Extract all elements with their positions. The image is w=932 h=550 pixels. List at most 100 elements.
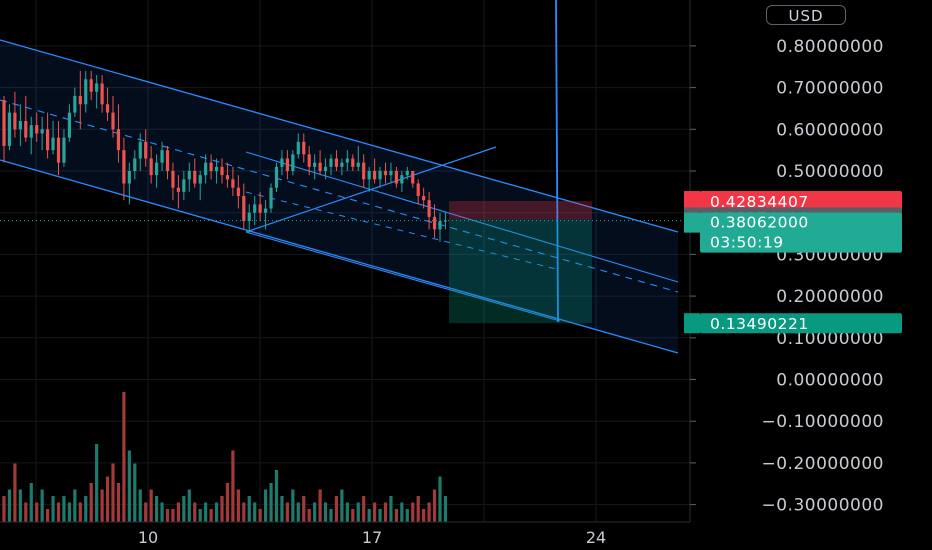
- candle-body: [171, 171, 175, 188]
- volume-bar: [236, 489, 240, 522]
- candle-body: [405, 171, 409, 176]
- candle-body: [116, 129, 121, 151]
- currency-badge[interactable]: USD: [766, 5, 846, 25]
- volume-bar: [51, 496, 55, 522]
- candlesticks: [2, 70, 448, 242]
- candle-body: [13, 112, 17, 130]
- volume-bar: [405, 509, 409, 522]
- candle-body: [362, 162, 366, 180]
- volume-bar: [269, 483, 273, 522]
- volume-bar: [193, 502, 197, 522]
- candle-body: [89, 79, 93, 92]
- volume-bar: [214, 502, 219, 522]
- volume-bar: [373, 502, 377, 522]
- candle-body: [383, 171, 388, 176]
- volume-bar: [296, 502, 300, 522]
- time-axis[interactable]: 10 17 24: [138, 528, 606, 547]
- y-tick-label: −0.20000000: [762, 454, 885, 474]
- candle-body: [432, 216, 437, 230]
- candle-body: [285, 158, 289, 171]
- volume-bar: [323, 502, 328, 522]
- grid: [0, 0, 690, 522]
- volume-bar: [422, 509, 426, 522]
- volume-bar: [329, 509, 333, 522]
- candle-body: [209, 162, 213, 171]
- stop-zone: [449, 201, 592, 220]
- candle-body: [198, 175, 202, 184]
- candle-body: [356, 162, 360, 167]
- candle-body: [165, 150, 170, 171]
- volume-bar: [122, 392, 126, 522]
- volume-bar: [209, 509, 213, 522]
- candle-body: [291, 154, 295, 171]
- vertical-marker-line: [555, 0, 559, 323]
- price-axis[interactable]: 0.80000000 0.70000000 0.60000000 0.50000000…: [690, 37, 884, 516]
- volume-bar: [258, 509, 262, 522]
- y-tick-label: 0.80000000: [776, 37, 884, 57]
- volume-bar: [225, 483, 230, 522]
- volume-bar: [100, 489, 104, 522]
- candle-body: [269, 187, 273, 209]
- candle-body: [35, 125, 39, 134]
- volume-bar: [138, 489, 142, 522]
- candle-body: [378, 171, 382, 180]
- candle-body: [422, 196, 426, 201]
- volume-bar: [155, 496, 159, 522]
- volume-bar: [427, 502, 431, 522]
- candle-body: [323, 166, 328, 171]
- y-tick-label: −0.30000000: [762, 496, 885, 516]
- regression-channels: [0, 0, 679, 354]
- volume-bar: [242, 502, 246, 522]
- candle-body: [307, 154, 311, 167]
- candle-body: [253, 204, 257, 213]
- candle-body: [389, 171, 393, 176]
- volume-bar: [116, 483, 121, 522]
- inner-channel-lower: [245, 231, 561, 322]
- volume-bar: [356, 502, 360, 522]
- volume-bar: [432, 489, 437, 522]
- volume-bar: [198, 509, 202, 522]
- volume-bar: [56, 502, 61, 522]
- volume-bar: [383, 502, 388, 522]
- candle-body: [176, 187, 180, 192]
- volume-bar: [171, 509, 175, 522]
- volume-bar: [443, 496, 448, 522]
- candle-body: [427, 200, 431, 217]
- candle-body: [187, 171, 191, 180]
- volume-bar: [78, 502, 82, 522]
- candle-body: [133, 158, 137, 171]
- candle-body: [7, 112, 12, 146]
- candle-body: [329, 158, 333, 167]
- candle-body: [56, 137, 61, 163]
- volume-bar: [231, 450, 235, 522]
- candle-body: [220, 166, 224, 176]
- price-tag-connector: [684, 313, 700, 334]
- candle-body: [67, 112, 71, 138]
- volume-bar: [334, 496, 339, 522]
- trend-line: [245, 146, 497, 233]
- candle-body: [24, 120, 28, 138]
- candle-body: [345, 158, 349, 163]
- volume-bar: [285, 502, 289, 522]
- volume-bar: [7, 489, 12, 522]
- volume-bar: [176, 502, 180, 522]
- volume-bar: [144, 502, 148, 522]
- volume-bar: [35, 502, 39, 522]
- volume-bar: [400, 502, 404, 522]
- candle-body: [46, 129, 50, 151]
- candle-body: [193, 171, 197, 184]
- short-position-tool[interactable]: [449, 201, 592, 324]
- price-tag-label: 0.13490221: [710, 315, 809, 333]
- candle-body: [149, 158, 153, 176]
- volume-bar: [367, 509, 371, 522]
- candle-body: [73, 95, 77, 113]
- volume-bar: [84, 496, 88, 522]
- volume-bar: [438, 476, 442, 522]
- candle-body: [247, 212, 251, 222]
- volume-bar: [73, 489, 77, 522]
- volume-bar: [416, 496, 420, 522]
- volume-bar: [89, 483, 93, 522]
- volume-bar: [411, 502, 415, 522]
- volume-bar: [127, 450, 131, 522]
